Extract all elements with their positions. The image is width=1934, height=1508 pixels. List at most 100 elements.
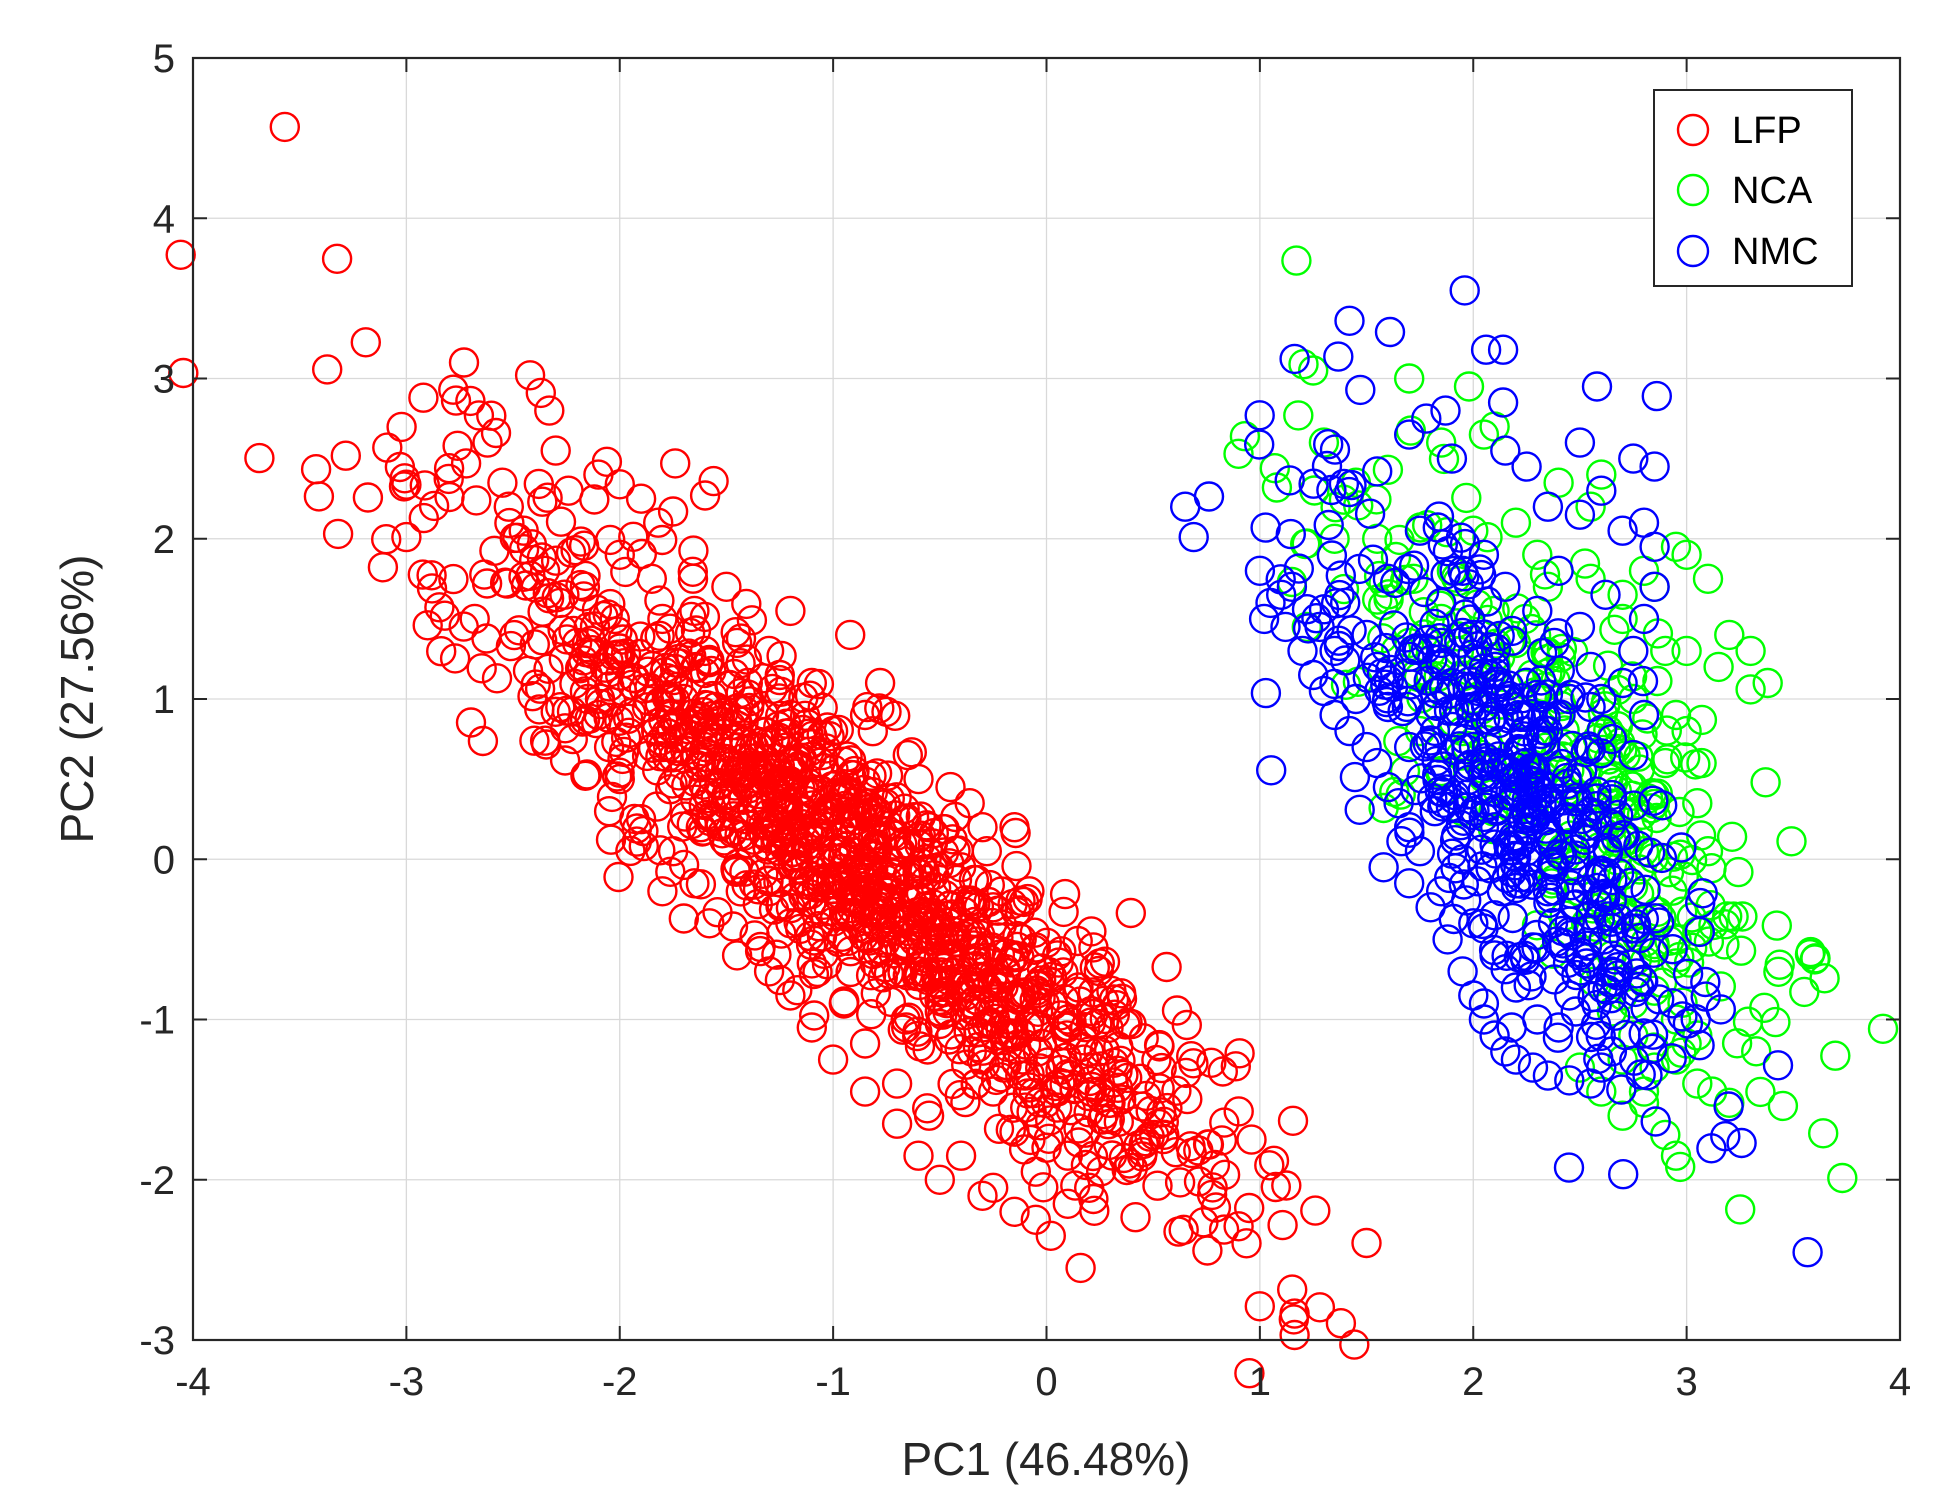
data-point-nmc	[1255, 755, 1287, 786]
data-point-nmc	[1497, 625, 1528, 656]
data-point-lfp	[1000, 817, 1031, 849]
data-point-nmc	[1452, 792, 1484, 823]
data-point-lfp	[967, 812, 998, 843]
data-point-nmc	[1640, 1106, 1671, 1137]
data-point-nmc	[1594, 967, 1626, 998]
data-point-nmc	[1308, 594, 1340, 625]
data-point-lfp	[801, 897, 832, 929]
data-point-nmc	[1510, 944, 1541, 975]
data-point-nmc	[1477, 701, 1508, 732]
data-point-lfp	[1142, 1170, 1173, 1201]
data-point-lfp	[494, 507, 525, 539]
data-point-nmc	[1500, 972, 1532, 1003]
data-point-lfp	[1223, 1211, 1254, 1242]
data-point-nmc	[1592, 837, 1624, 868]
y-tick-label: -1	[139, 999, 175, 1043]
data-point-nmc	[1398, 550, 1430, 581]
data-point-lfp	[764, 964, 796, 996]
data-point-lfp	[350, 327, 381, 358]
data-point-nmc	[1361, 456, 1393, 487]
data-point-lfp	[717, 911, 749, 942]
data-point-lfp	[745, 727, 777, 758]
data-point-lfp	[1119, 1106, 1150, 1137]
data-point-nmc	[1512, 813, 1544, 844]
data-point-nca	[1776, 826, 1807, 857]
data-point-lfp	[668, 903, 699, 934]
x-tick-label: -2	[602, 1360, 638, 1404]
data-point-lfp	[1258, 1145, 1290, 1177]
data-point-lfp	[864, 667, 896, 699]
data-point-lfp	[721, 856, 752, 887]
data-point-lfp	[440, 385, 472, 416]
data-point-nmc	[1553, 1152, 1585, 1183]
x-tick-label: 4	[1889, 1360, 1911, 1404]
legend-entry-lfp: LFP	[1676, 110, 1802, 152]
data-point-lfp	[944, 1033, 975, 1065]
data-point-nmc	[1589, 882, 1621, 913]
data-point-lfp	[569, 704, 601, 735]
data-point-lfp	[715, 670, 746, 701]
data-point-lfp	[525, 377, 556, 409]
data-point-lfp	[1146, 1052, 1177, 1084]
y-tick-label: 2	[153, 518, 175, 562]
data-point-nmc	[1498, 781, 1530, 813]
data-point-lfp	[944, 906, 975, 937]
data-point-nmc	[1554, 1065, 1585, 1096]
data-point-lfp	[702, 723, 734, 754]
data-point-nca	[1389, 755, 1421, 787]
data-point-lfp	[1128, 1023, 1159, 1054]
data-point-lfp	[567, 706, 598, 737]
data-point-lfp	[1089, 946, 1121, 977]
data-point-lfp	[418, 490, 450, 522]
data-point-nmc	[1627, 665, 1659, 697]
data-point-nmc	[1543, 1012, 1574, 1043]
data-point-lfp	[1073, 1080, 1104, 1112]
data-point-nmc	[1404, 836, 1436, 867]
data-point-lfp	[1207, 1056, 1239, 1087]
data-point-nmc	[1459, 795, 1490, 826]
data-point-nmc	[1599, 1000, 1631, 1031]
data-point-lfp	[1135, 1095, 1166, 1127]
data-point-nmc	[1564, 427, 1596, 458]
data-point-nmc	[1596, 913, 1627, 944]
data-point-lfp	[736, 605, 768, 636]
data-point-nmc	[1762, 1050, 1794, 1081]
data-point-lfp	[165, 239, 196, 271]
data-point-lfp	[647, 524, 678, 556]
data-point-lfp	[924, 925, 956, 956]
data-point-lfp	[602, 616, 633, 647]
data-point-nca	[1721, 1028, 1753, 1059]
data-point-nmc	[1569, 818, 1600, 850]
data-point-nmc	[1319, 434, 1351, 465]
data-point-lfp	[850, 903, 882, 934]
data-point-nmc	[1283, 553, 1315, 584]
data-point-nca	[1223, 438, 1254, 469]
data-point-nmc	[1512, 760, 1544, 791]
data-point-nmc	[1372, 563, 1404, 594]
data-point-nmc	[1571, 874, 1602, 905]
data-point-nca	[1745, 1076, 1776, 1108]
data-point-nmc	[1393, 868, 1425, 899]
data-point-nmc	[1636, 1033, 1668, 1065]
data-point-lfp	[806, 872, 838, 903]
data-point-lfp	[416, 560, 447, 591]
data-point-lfp	[625, 483, 657, 514]
data-point-nmc	[1336, 469, 1367, 501]
data-point-lfp	[808, 938, 840, 969]
data-point-lfp	[1223, 1096, 1254, 1127]
data-point-lfp	[777, 836, 808, 867]
data-point-nmc	[1519, 766, 1551, 798]
y-tick-label: 5	[153, 37, 175, 81]
data-point-nmc	[1408, 576, 1440, 608]
data-point-lfp	[1208, 1214, 1240, 1245]
data-point-lfp	[531, 729, 562, 760]
data-point-lfp	[1120, 1201, 1151, 1233]
data-point-nmc	[1545, 699, 1576, 730]
data-point-nmc	[1378, 610, 1410, 641]
data-point-lfp	[857, 716, 888, 747]
data-point-lfp	[303, 481, 335, 512]
data-point-lfp	[677, 556, 708, 587]
data-point-lfp	[981, 971, 1012, 1003]
data-point-lfp	[1220, 1051, 1252, 1082]
data-point-nmc	[1551, 762, 1582, 794]
